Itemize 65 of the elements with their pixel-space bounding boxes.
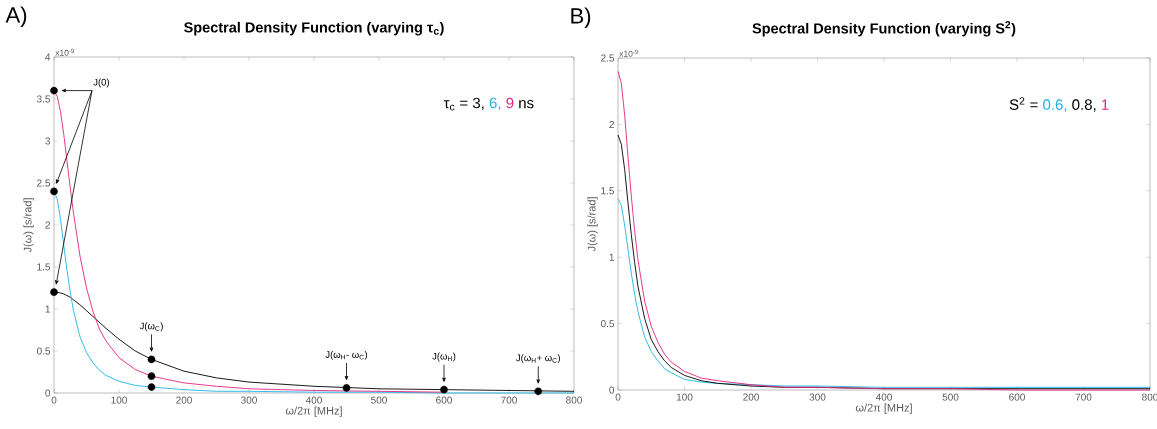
y-tick-label: 3.5 [36,95,51,103]
y-axis-title: J(ω) [s/rad] [587,197,598,252]
x-tick-label: 300 [241,396,257,404]
y-tick-label: 3 [45,137,51,145]
point [534,387,543,396]
legend-title: S$^{2}$ = [1009,97,1038,110]
y-tick-label: 2.5 [601,54,615,62]
x-tick-label: 0 [51,396,57,404]
x-axis-title: ω/2π [MHz] [855,403,912,414]
y-tick-label: 2.5 [37,179,51,187]
text: B) [571,7,591,29]
point [147,383,156,391]
point [147,355,156,364]
x-tick-label: 700 [501,396,517,404]
point [50,288,58,296]
chart-title: Spectral Density Function (varying S$^{2}$) [752,21,1016,37]
y-tick-label: 0.5 [36,347,51,355]
y-tick-label: 2 [45,221,50,229]
annotation: J(ω$_{H}$+ ω$_{C}$) [516,354,561,364]
x-tick-label: 600 [1009,393,1025,401]
point [50,86,58,95]
y-tick-label: 2 [609,120,614,128]
x-tick-label: 700 [1075,393,1092,401]
text: 1 [1102,99,1109,110]
point [147,372,156,380]
x-tick-label: 500 [942,393,959,401]
x-tick-label: 200 [743,393,759,401]
x-tick-label: 400 [875,393,892,401]
chart-title: Spectral Density Function (varying τ$_{c}$) [184,21,444,36]
annotation: J(ω$_{H}$) [432,352,456,362]
point [50,187,58,196]
y-tick-label: 1 [45,305,50,313]
x-tick-label: 500 [371,396,387,404]
annotation: ns [519,100,534,109]
y-tick-label: 1.5 [601,187,615,195]
x-tick-label: 100 [111,396,127,404]
text: 3, [472,97,484,111]
x-tick-label: 400 [305,396,322,404]
x-tick-label: 600 [436,396,452,404]
y-axis-title: J(ω) [s/rad] [23,198,34,253]
y-tick-label: 1 [609,253,614,261]
text: 6, [489,97,501,111]
y-tick-label: 0.5 [600,320,615,328]
x-tick-label: 800 [566,396,582,404]
legend-title: τ$_{c}$ = [443,100,468,111]
text: x10$^{-9}$ [619,49,638,57]
x-tick-label: 300 [809,393,826,401]
y-tick-label: 4 [45,53,51,61]
text: 0.8, [1072,99,1096,112]
x-tick-label: 800 [1142,393,1157,401]
point [342,384,351,392]
text: 0.6, [1043,99,1067,112]
annotation: J(0) [93,78,109,88]
x-axis-title: ω/2π [MHz] [285,406,342,417]
text: A) [5,6,27,28]
text: 9 [506,97,514,109]
x-tick-label: 0 [615,393,621,401]
y-tick-label: 1.5 [37,263,51,271]
x-tick-label: 100 [676,393,693,401]
point [440,385,448,394]
y-tick-label: 0 [609,386,615,394]
x-tick-label: 200 [176,396,192,404]
annotation: J(ω$_{H}$- ω$_{C}$) [325,350,368,360]
annotation: J(ω$_{C}$) [139,322,163,332]
text: x10$^{-9}$ [55,48,74,56]
